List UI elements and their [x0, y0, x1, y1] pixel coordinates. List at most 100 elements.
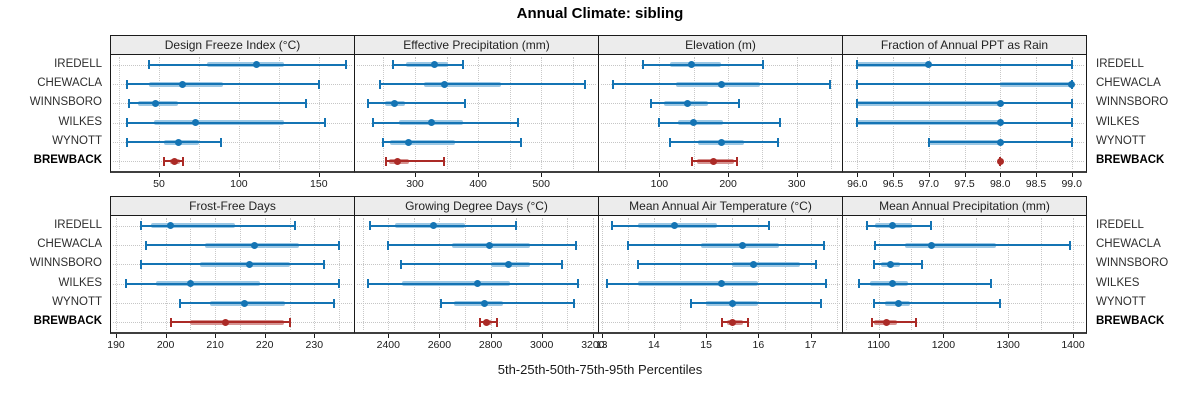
whisker-cap: [858, 279, 861, 289]
axis-tick: [592, 334, 594, 338]
percentile-range-line: [627, 244, 824, 246]
median-dot: [192, 119, 200, 127]
axis-tick-label: 15: [700, 339, 712, 351]
whisker-cap: [736, 156, 738, 166]
gridline: [516, 218, 518, 330]
axis-tick-label: 230: [305, 339, 324, 351]
axis-tick-label: 1100: [867, 339, 890, 351]
axis-tick-label: 16: [752, 339, 765, 351]
site-label-wilkes-left-row2: WILKES: [58, 276, 102, 289]
axis-tick-label: 500: [532, 178, 550, 190]
panel-plot-area: [355, 55, 598, 171]
gridline: [541, 218, 543, 330]
gridline: [732, 218, 734, 330]
panel-header: Mean Annual Precipitation (mm): [843, 197, 1086, 216]
whisker-cap: [520, 137, 522, 147]
median-dot: [1068, 80, 1076, 88]
whisker-cap: [872, 298, 875, 308]
whisker-cap: [126, 137, 128, 147]
axis-tick-label: 2800: [478, 339, 503, 351]
row-guide: [601, 322, 840, 324]
site-label-wynott-right-row1: WYNOTT: [1096, 135, 1146, 147]
site-label-brewback-left-row1: BREWBACK: [33, 154, 102, 167]
median-dot: [474, 280, 482, 288]
site-label-wilkes-right-row1: WILKES: [1096, 115, 1140, 128]
whisker-cap: [856, 79, 859, 89]
gridline: [625, 57, 627, 169]
gridline: [964, 57, 966, 169]
gridline: [388, 218, 390, 330]
site-label-chewacla-left-row1: CHEWACLA: [37, 77, 102, 89]
whisker-cap: [288, 317, 291, 327]
percentile-range-line: [125, 282, 340, 285]
whisker-cap: [345, 60, 347, 70]
whisker-cap: [820, 298, 823, 308]
whisker-cap: [179, 298, 182, 308]
gridline: [541, 57, 543, 169]
site-label-brewback-right-row1: BREWBACK: [1096, 154, 1165, 167]
axis-tick: [314, 334, 316, 338]
row-guide: [357, 322, 596, 324]
percentile-range-line: [690, 302, 822, 304]
median-dot: [739, 241, 747, 249]
axis-tick: [796, 173, 798, 177]
axis-tick: [478, 173, 480, 177]
gridline: [1073, 218, 1074, 330]
axis-tick-label: 300: [787, 178, 806, 190]
site-label-wilkes-right-row2: WILKES: [1096, 276, 1140, 289]
panel-plot-area: [355, 216, 598, 332]
axis-tick: [215, 334, 217, 338]
whisker-cap: [126, 79, 128, 89]
whisker-cap: [829, 79, 832, 89]
gridline: [857, 57, 859, 169]
gridline: [572, 57, 574, 169]
whisker-cap: [293, 221, 296, 231]
whisker-cap: [572, 298, 575, 308]
axis-tick: [238, 173, 240, 177]
whisker-cap: [162, 156, 165, 166]
row-guide: [845, 225, 1084, 227]
axis-tick: [1000, 173, 1002, 177]
panel-1: Design Freeze Index (°C): [110, 35, 355, 173]
gridline: [928, 57, 930, 169]
site-label-chewacla-right-row1: CHEWACLA: [1096, 77, 1161, 89]
percentile-range-line: [370, 224, 517, 227]
axis-tick-label: 99.0: [1061, 178, 1082, 190]
panel-plot-area: [111, 55, 354, 171]
axis-tick-label: 98.0: [989, 178, 1011, 190]
axis-tick-label: 17: [804, 339, 817, 351]
whisker-cap: [496, 317, 498, 327]
axis-tick: [541, 334, 543, 338]
axis-tick-label: 200: [719, 178, 737, 190]
axis-tick: [439, 334, 441, 338]
gridline: [415, 57, 416, 169]
median-dot: [179, 80, 187, 88]
percentile-range-line: [127, 83, 319, 85]
whisker-cap: [516, 118, 519, 128]
gridline: [728, 57, 730, 169]
axis-tick-label: 96.5: [882, 178, 904, 190]
percentile-range-line: [873, 263, 923, 266]
axis-tick-label: 3000: [530, 339, 554, 351]
median-dot: [996, 99, 1004, 107]
whisker-cap: [443, 156, 445, 166]
site-label-chewacla-left-row2: CHEWACLA: [37, 238, 102, 250]
median-dot: [480, 299, 488, 307]
median-dot: [505, 260, 512, 268]
gridline: [239, 218, 241, 330]
whisker-cap: [181, 156, 184, 166]
whisker-cap: [669, 137, 672, 147]
whisker-cap: [333, 298, 336, 308]
site-label-brewback-right-row2: BREWBACK: [1096, 315, 1165, 328]
gridline: [706, 218, 708, 330]
whisker-cap: [856, 60, 859, 70]
panel-2: Effective Precipitation (mm): [354, 35, 599, 173]
gridline: [810, 218, 812, 330]
median-dot: [749, 260, 757, 268]
median-dot: [925, 61, 933, 69]
axis-tick: [943, 334, 945, 338]
gridline: [762, 57, 764, 169]
whisker-cap: [746, 317, 749, 327]
percentile-range-line: [128, 102, 307, 105]
